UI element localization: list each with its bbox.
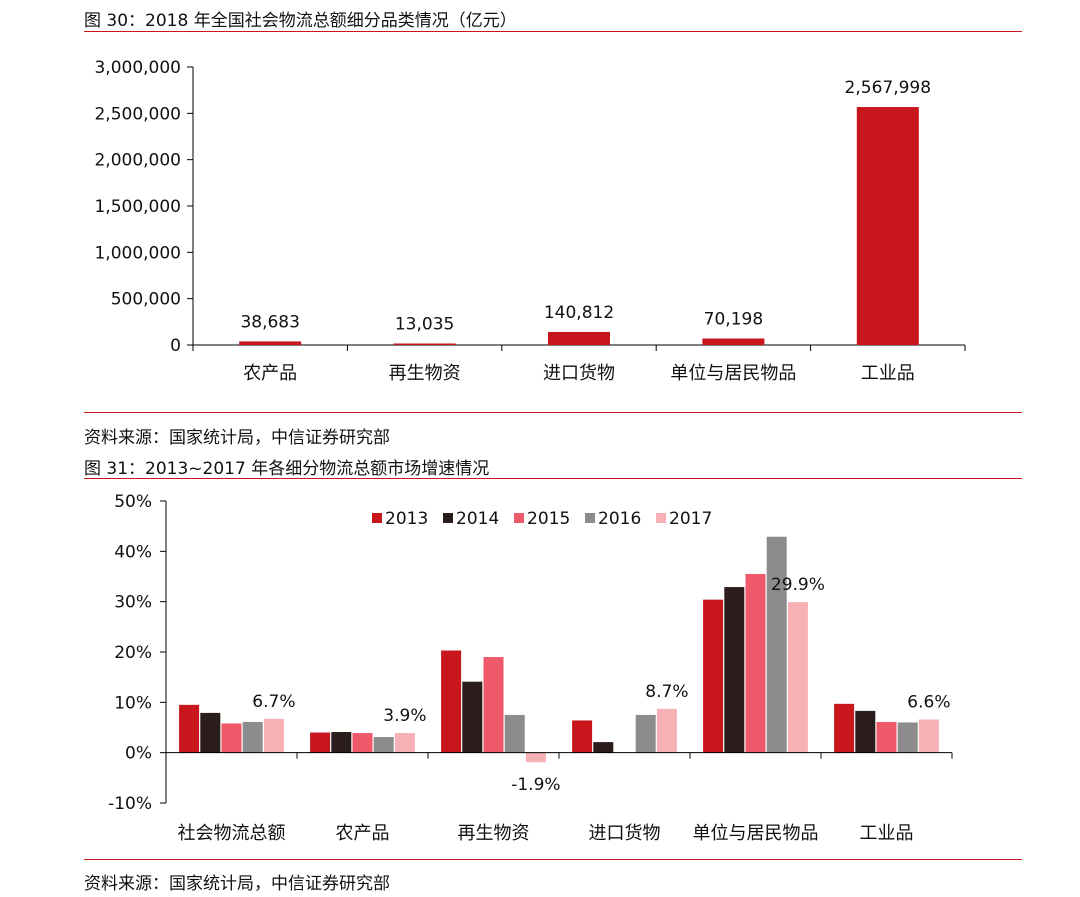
source-rule-2 [84,859,1022,860]
category-label: 单位与居民物品 [670,363,796,384]
bar [239,341,302,345]
category-label: 农产品 [336,823,390,844]
data-label: 8.7% [645,682,688,702]
legend-swatch-2014 [443,513,453,523]
bar-2013 [572,720,593,753]
data-label: 38,683 [240,312,299,332]
legend-swatch-2016 [585,513,595,523]
legend-swatch-2013 [372,513,382,523]
category-label: 工业品 [861,363,915,384]
bar-2016 [897,722,918,753]
legend-label-2014: 2014 [456,509,499,529]
y-tick-label: 0% [125,744,152,764]
legend-label-2017: 2017 [669,509,712,529]
y-tick-label: 20% [114,643,152,663]
bar-2014 [724,587,745,753]
bar-2016 [635,714,656,753]
bar-2017 [656,708,677,753]
bar-2015 [221,723,242,753]
bar-2014 [331,732,352,753]
bar-2015 [352,733,373,753]
bar-2015 [745,573,766,753]
bar-2016 [504,714,525,753]
data-label: -1.9% [511,775,560,795]
y-tick-label: 3,000,000 [94,58,181,78]
bar-2017 [394,733,415,753]
y-tick-label: 0 [170,336,181,356]
y-tick-label: 30% [114,593,152,613]
y-tick-label: 2,500,000 [94,104,181,124]
bar-2017 [918,719,939,753]
figure-30-source: 资料来源：国家统计局，中信证券研究部 [84,428,390,448]
bar-2016 [242,721,263,753]
bar [702,338,765,345]
data-label: 6.6% [907,692,950,712]
bar-2013 [179,704,200,753]
bar [856,107,919,345]
bar-2013 [703,599,724,753]
title-rule-2 [84,478,1022,479]
category-label: 进口货物 [543,363,615,384]
title-rule-1 [84,31,1022,32]
bar-2016 [373,737,394,753]
y-tick-label: 10% [114,693,152,713]
legend-label-2013: 2013 [385,509,428,529]
data-label: 140,812 [544,303,614,323]
data-label: 13,035 [395,315,454,335]
category-label: 社会物流总额 [178,823,286,844]
data-label: 2,567,998 [845,78,932,98]
bar-2017 [787,602,808,753]
figure-30-title: 图 30：2018 年全国社会物流总额细分品类情况（亿元） [84,11,517,31]
category-label: 农产品 [243,363,297,384]
y-tick-label: -10% [108,794,152,814]
y-tick-label: 500,000 [111,290,181,310]
bar-2014 [855,710,876,753]
source-rule-1 [84,412,1022,413]
legend-label-2016: 2016 [598,509,641,529]
figure-31-title: 图 31：2013~2017 年各细分物流总额市场增速情况 [84,459,490,479]
bar-2017 [263,718,284,753]
category-label: 再生物资 [458,823,530,844]
bar [548,331,610,345]
bar-2016 [766,536,787,753]
bar-2014 [593,742,614,753]
data-label: 3.9% [383,706,426,726]
bar-2015 [483,657,504,753]
data-label: 6.7% [252,692,295,712]
figure-31-source: 资料来源：国家统计局，中信证券研究部 [84,874,390,894]
y-tick-label: 2,000,000 [94,151,181,171]
bar-2013 [441,650,462,753]
y-tick-label: 1,000,000 [94,243,181,263]
chart-logistics-by-category: 0 500,000 1,000,000 1,500,000 2,000,000 2,500… [94,58,966,384]
bar-2014 [200,712,221,753]
category-label: 再生物资 [389,363,461,384]
bar-2013 [834,703,855,753]
y-tick-label: 1,500,000 [94,197,181,217]
y-tick-label: 40% [114,542,152,562]
legend-swatch-2015 [514,513,524,523]
data-label: 29.9% [771,575,825,595]
bar-2014 [462,681,483,753]
category-label: 进口货物 [589,823,661,844]
category-label: 单位与居民物品 [693,823,819,844]
legend-swatch-2017 [656,513,666,523]
data-label: 70,198 [704,309,763,329]
bar-2017 [525,752,546,763]
legend-label-2015: 2015 [527,509,570,529]
category-label: 工业品 [860,823,914,844]
bar-2013 [310,732,331,753]
bar-2015 [876,721,897,753]
y-tick-label: 50% [114,492,152,512]
bar [393,343,456,345]
